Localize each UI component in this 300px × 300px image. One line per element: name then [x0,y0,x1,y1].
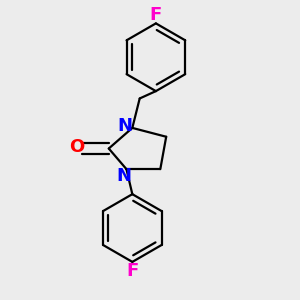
Text: F: F [150,6,162,24]
Text: N: N [116,167,131,184]
Text: F: F [126,262,139,280]
Text: O: O [69,138,84,156]
Text: N: N [118,117,133,135]
